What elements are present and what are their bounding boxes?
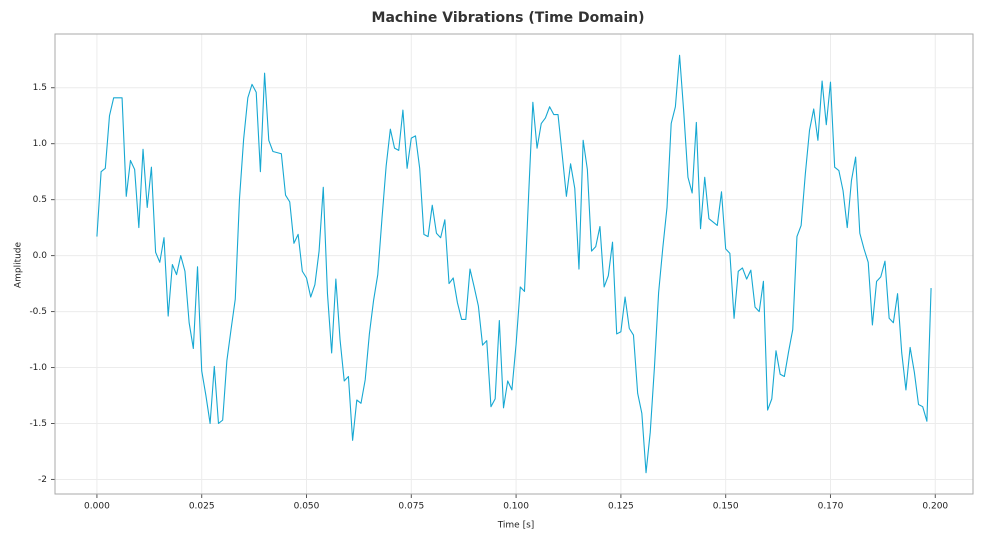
x-tick-label: 0.075 [398,502,424,512]
y-tick-label: -1.5 [29,419,47,429]
x-tick-label: 0.100 [503,502,529,512]
y-tick-label: -1.0 [29,363,47,373]
signal-line [96,54,932,474]
y-tick-label: -0.5 [29,307,47,317]
x-tick-label: 0.050 [294,502,320,512]
y-tick-label: 1.0 [33,139,48,149]
x-tick-label: 0.170 [818,502,844,512]
plot-frame [54,33,974,495]
x-axis-label: Time [s] [497,521,535,531]
y-tick-label: 1.5 [33,83,47,93]
x-tick-label: 0.000 [84,502,110,512]
y-tick-label: 0.0 [33,251,48,261]
chart-title: Machine Vibrations (Time Domain) [372,10,645,26]
y-tick-label: 0.5 [33,195,47,205]
x-tick-label: 0.125 [608,502,634,512]
x-tick-label: 0.025 [189,502,215,512]
y-axis-label: Amplitude [14,241,24,288]
x-tick-label: 0.150 [713,502,739,512]
y-tick-label: -2 [38,475,47,485]
x-tick-label: 0.200 [922,502,948,512]
